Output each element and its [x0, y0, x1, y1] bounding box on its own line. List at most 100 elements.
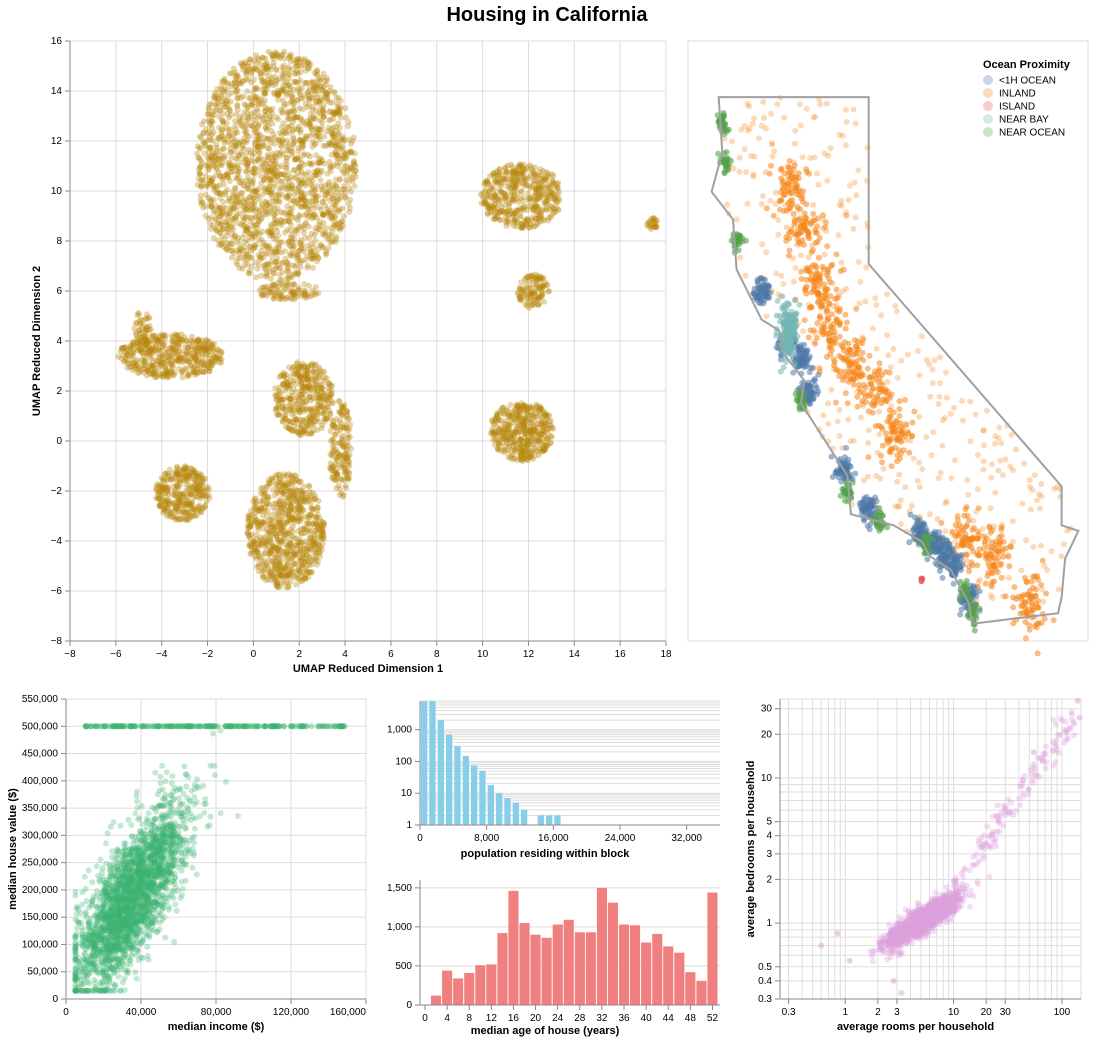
umap-point	[285, 582, 292, 589]
umap-point	[205, 161, 212, 168]
umap-point	[291, 167, 298, 174]
umap-point	[331, 140, 338, 147]
umap-point	[226, 223, 233, 230]
umap-point	[301, 191, 308, 198]
umap-point	[277, 265, 284, 272]
umap-point	[228, 204, 235, 211]
umap-point	[213, 141, 220, 148]
umap-point	[246, 243, 253, 250]
umap-point	[271, 153, 278, 160]
umap-point	[269, 189, 275, 196]
umap-point	[345, 167, 352, 174]
umap-point	[332, 215, 339, 221]
umap-point	[224, 212, 231, 219]
umap-point	[305, 91, 312, 98]
umap-point	[311, 205, 318, 212]
umap-point	[263, 250, 270, 257]
umap-point	[215, 189, 222, 196]
umap-point	[327, 391, 334, 398]
umap-point	[213, 216, 220, 223]
umap-point	[193, 487, 200, 494]
umap-point	[307, 111, 314, 118]
umap-point	[253, 120, 259, 127]
umap-point	[291, 200, 298, 207]
umap-point	[335, 94, 342, 101]
umap-point	[301, 161, 307, 168]
umap-point	[291, 370, 298, 377]
umap-point	[285, 261, 292, 268]
umap-point	[239, 265, 246, 272]
umap-point	[352, 168, 359, 175]
umap-point	[140, 333, 147, 340]
umap-point	[336, 224, 343, 231]
umap-point	[266, 145, 272, 152]
umap-point	[527, 293, 534, 300]
umap-point	[196, 154, 203, 161]
umap-point	[271, 270, 278, 277]
umap-point	[314, 167, 321, 174]
umap-point	[161, 507, 168, 514]
umap-point	[159, 370, 165, 377]
umap-point	[553, 184, 560, 191]
umap-point	[235, 140, 242, 147]
umap-point	[298, 196, 305, 203]
umap-point	[351, 183, 358, 190]
umap-point	[264, 66, 271, 73]
umap-point	[272, 158, 279, 165]
umap-point	[337, 226, 344, 233]
umap-point	[283, 186, 290, 193]
umap-point	[196, 170, 203, 177]
umap-point	[265, 135, 272, 142]
umap-point	[330, 108, 337, 115]
umap-point	[289, 92, 296, 99]
umap-point	[285, 185, 292, 192]
umap-point	[299, 257, 305, 264]
umap-point	[283, 164, 290, 171]
umap-point	[543, 169, 550, 175]
umap-point	[208, 204, 215, 211]
umap-point	[295, 566, 302, 573]
umap-point	[308, 241, 315, 247]
umap-point	[291, 167, 297, 173]
umap-point	[229, 216, 236, 223]
umap-x-tick-label: 16	[615, 649, 627, 660]
umap-point	[253, 187, 260, 194]
umap-point	[324, 190, 331, 197]
umap-point	[306, 121, 313, 128]
umap-point	[305, 177, 312, 184]
umap-point	[266, 200, 272, 207]
umap-point	[298, 160, 305, 167]
umap-point	[343, 153, 350, 160]
umap-point	[136, 369, 143, 376]
umap-point	[289, 149, 296, 156]
umap-point	[284, 192, 291, 199]
umap-point	[301, 58, 307, 65]
umap-point	[335, 130, 342, 137]
umap-point	[336, 106, 343, 113]
umap-point	[303, 377, 310, 384]
umap-point	[255, 563, 262, 570]
umap-point	[233, 73, 240, 80]
umap-point	[295, 144, 302, 151]
umap-point	[265, 135, 272, 142]
umap-point	[481, 188, 488, 195]
umap-point	[344, 168, 351, 175]
umap-point	[327, 224, 334, 231]
umap-point	[291, 197, 298, 204]
umap-point	[211, 197, 217, 203]
umap-point	[334, 189, 340, 196]
umap-x-tick-label: 8	[434, 649, 440, 660]
umap-point	[240, 93, 247, 100]
umap-point	[176, 477, 183, 484]
umap-point	[239, 247, 246, 254]
umap-point	[274, 255, 281, 262]
umap-x-tick-label: −2	[202, 649, 214, 660]
umap-point	[246, 59, 253, 66]
umap-point	[234, 103, 241, 110]
umap-point	[322, 225, 329, 231]
umap-point	[226, 195, 232, 202]
umap-point	[236, 118, 243, 125]
umap-point	[234, 156, 241, 163]
umap-point	[273, 77, 280, 84]
umap-point	[295, 269, 302, 276]
